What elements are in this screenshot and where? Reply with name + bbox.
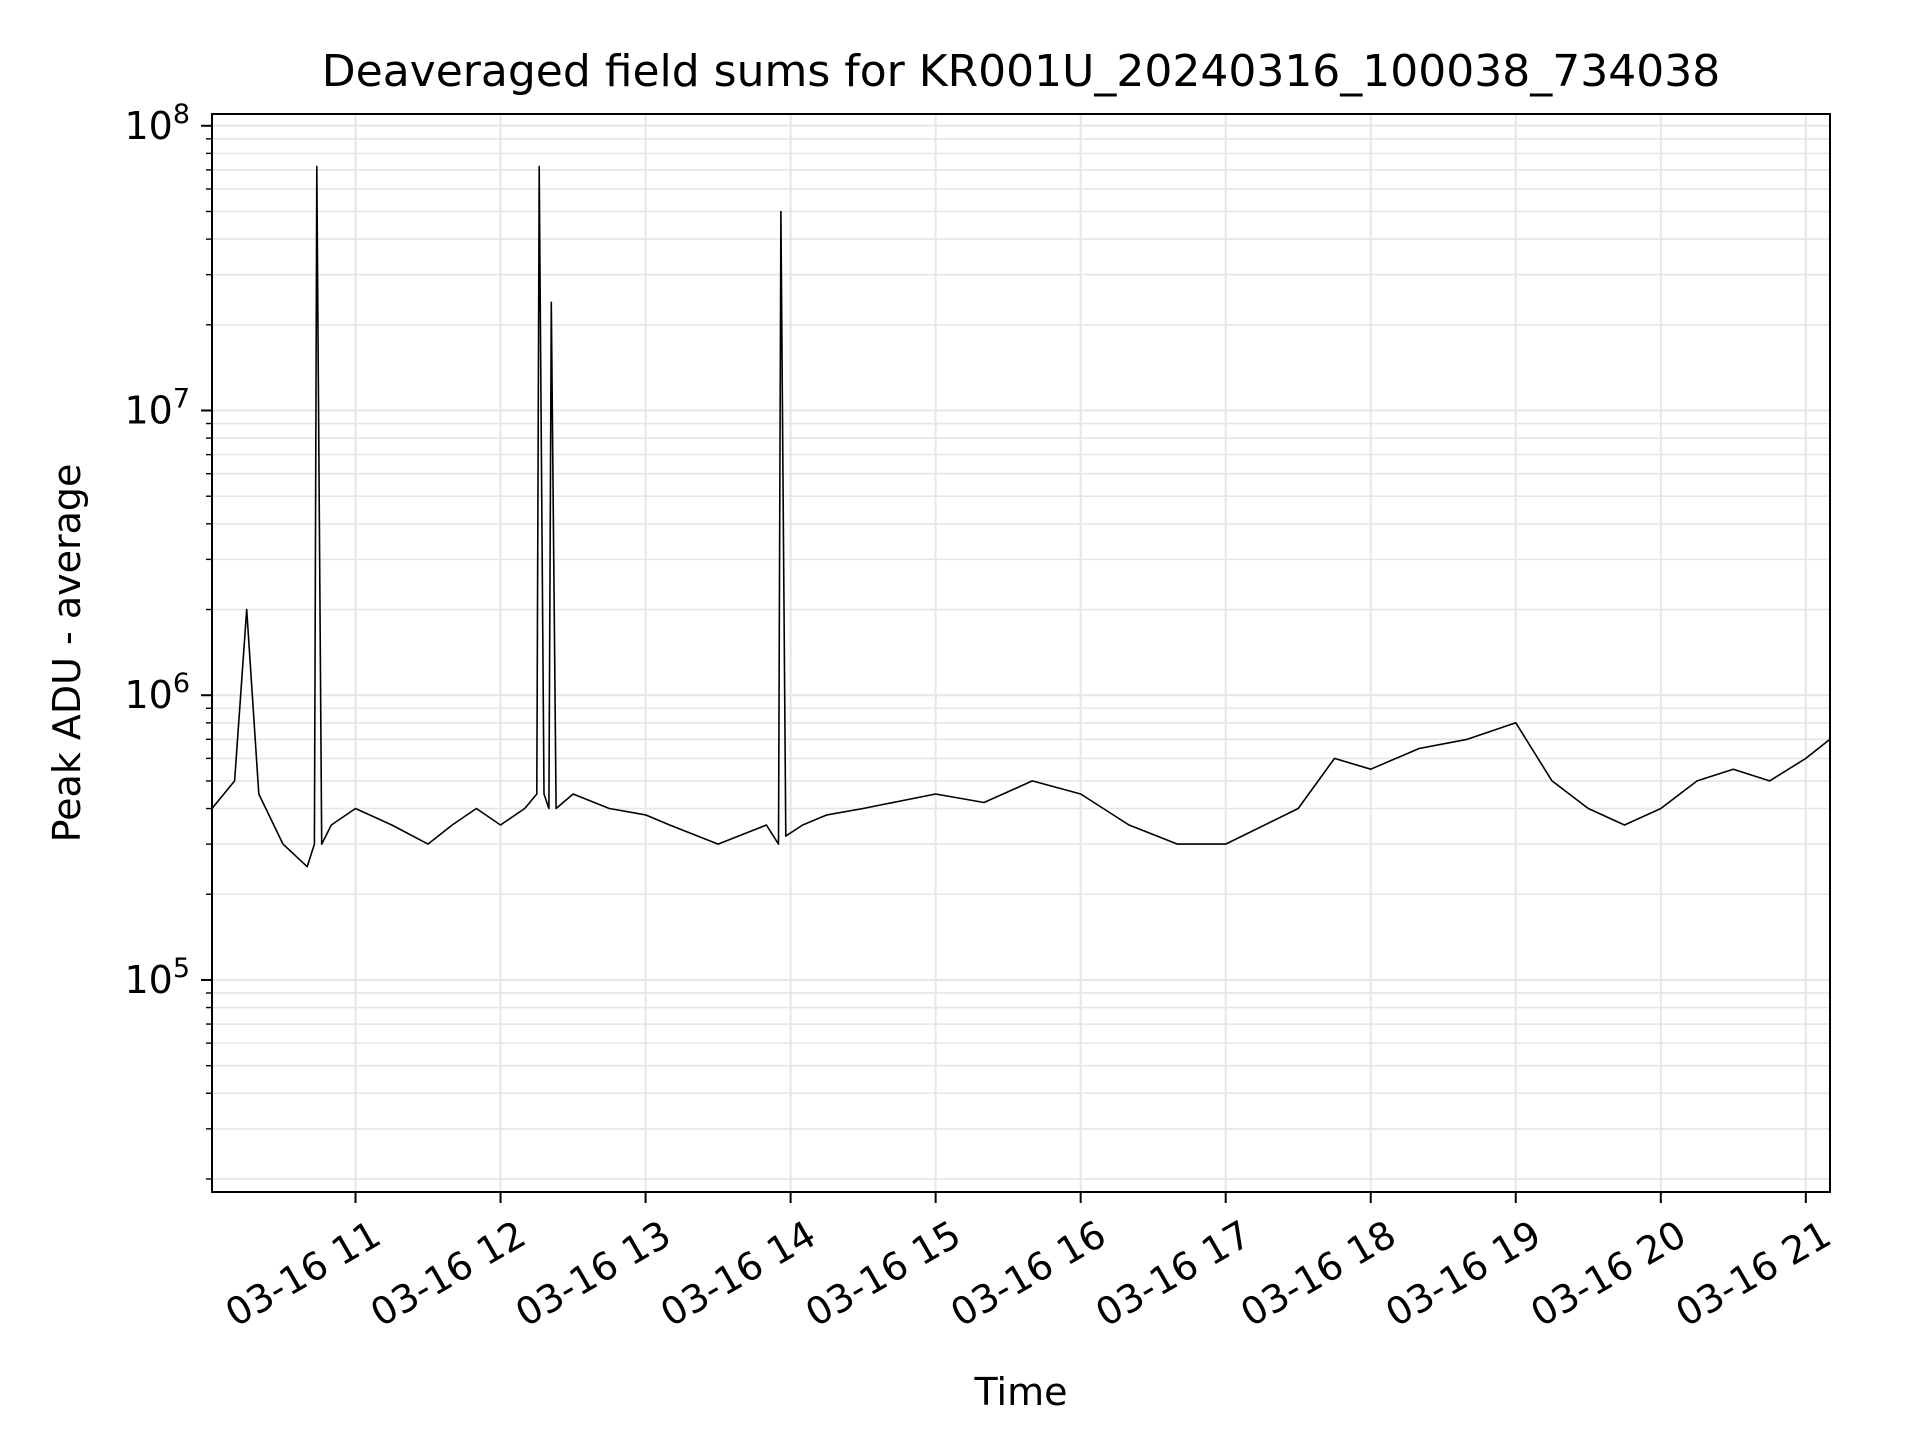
y-tick-label: 105 xyxy=(124,953,190,1002)
y-tick-label: 108 xyxy=(124,99,190,148)
series-layer xyxy=(211,165,1831,868)
series-line-0 xyxy=(211,165,1831,868)
y-tick-label: 106 xyxy=(124,668,190,717)
chart-title: Deaveraged field sums for KR001U_2024031… xyxy=(322,46,1720,97)
plot-frame xyxy=(211,113,1831,1193)
grid-layer xyxy=(212,114,1830,1192)
y-tick-label: 107 xyxy=(124,384,190,433)
y-axis-label: Peak ADU - average xyxy=(45,464,89,843)
x-axis-label: Time xyxy=(974,1370,1068,1414)
